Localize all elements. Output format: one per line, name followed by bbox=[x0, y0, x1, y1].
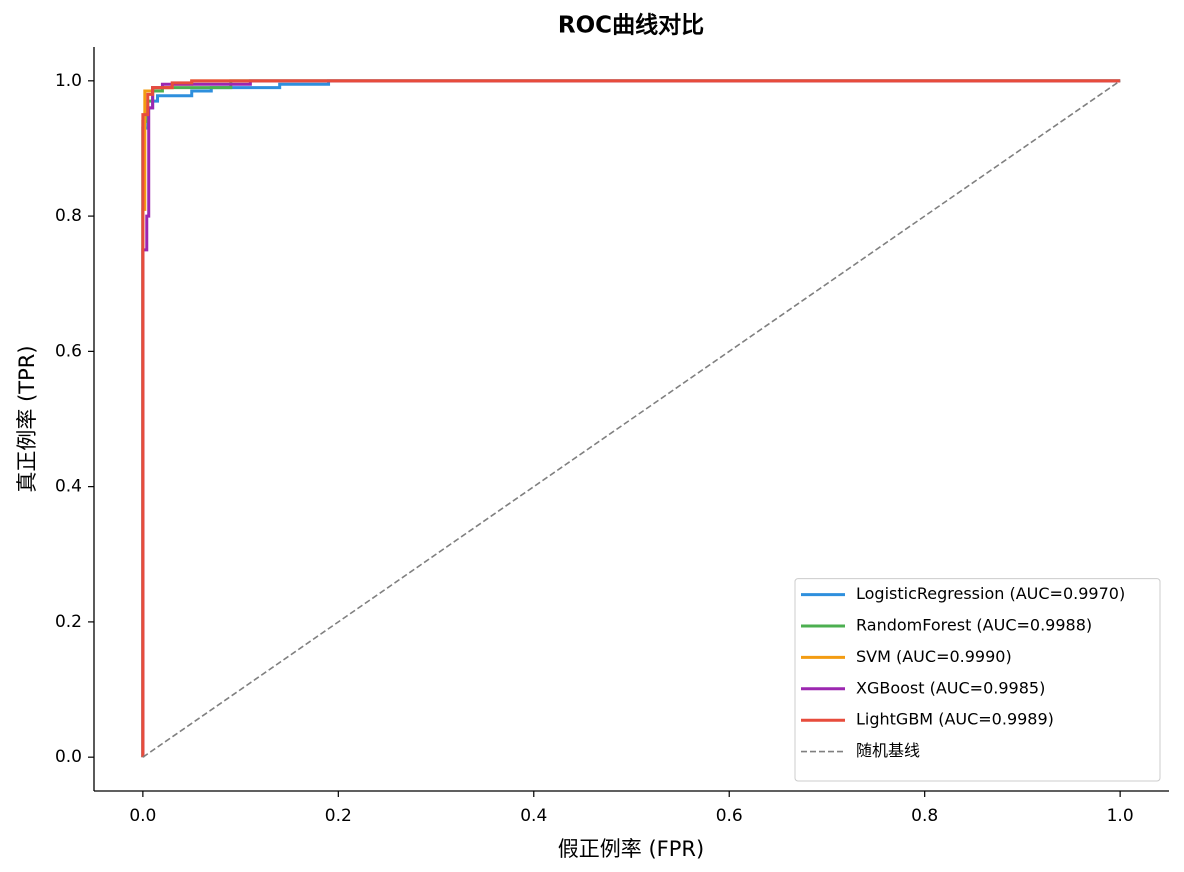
chart-title: ROC曲线对比 bbox=[558, 12, 704, 39]
x-tick-label: 0.2 bbox=[325, 806, 352, 826]
y-tick-label: 0.8 bbox=[55, 206, 82, 226]
x-tick-label: 1.0 bbox=[1107, 806, 1134, 826]
roc-line bbox=[141, 79, 1121, 758]
x-axis-label: 假正例率 (FPR) bbox=[558, 837, 704, 861]
baseline-line bbox=[142, 80, 1121, 758]
y-tick-label: 0.6 bbox=[55, 341, 82, 361]
x-tick-label: 0.8 bbox=[911, 806, 938, 826]
legend-label: LogisticRegression (AUC=0.9970) bbox=[856, 584, 1125, 603]
y-tick-label: 1.0 bbox=[55, 71, 82, 91]
legend-box bbox=[794, 578, 1161, 782]
legend: LogisticRegression (AUC=0.9970) RandomFor… bbox=[794, 578, 1161, 782]
legend-label: 随机基线 bbox=[856, 741, 920, 760]
y-axis-label: 真正例率 (TPR) bbox=[15, 345, 39, 492]
legend-label: XGBoost (AUC=0.9985) bbox=[856, 678, 1045, 697]
legend-label: RandomForest (AUC=0.9988) bbox=[856, 616, 1092, 635]
y-tick-label: 0.4 bbox=[55, 477, 82, 497]
legend-label: SVM (AUC=0.9990) bbox=[856, 647, 1012, 666]
x-tick-label: 0.6 bbox=[716, 806, 743, 826]
legend-label: LightGBM (AUC=0.9989) bbox=[856, 710, 1054, 729]
y-tick-label: 0.2 bbox=[55, 612, 82, 632]
x-tick-label: 0.0 bbox=[129, 806, 156, 826]
x-tick-label: 0.4 bbox=[520, 806, 547, 826]
y-tick-label: 0.0 bbox=[55, 747, 82, 767]
roc-line bbox=[141, 79, 1121, 758]
